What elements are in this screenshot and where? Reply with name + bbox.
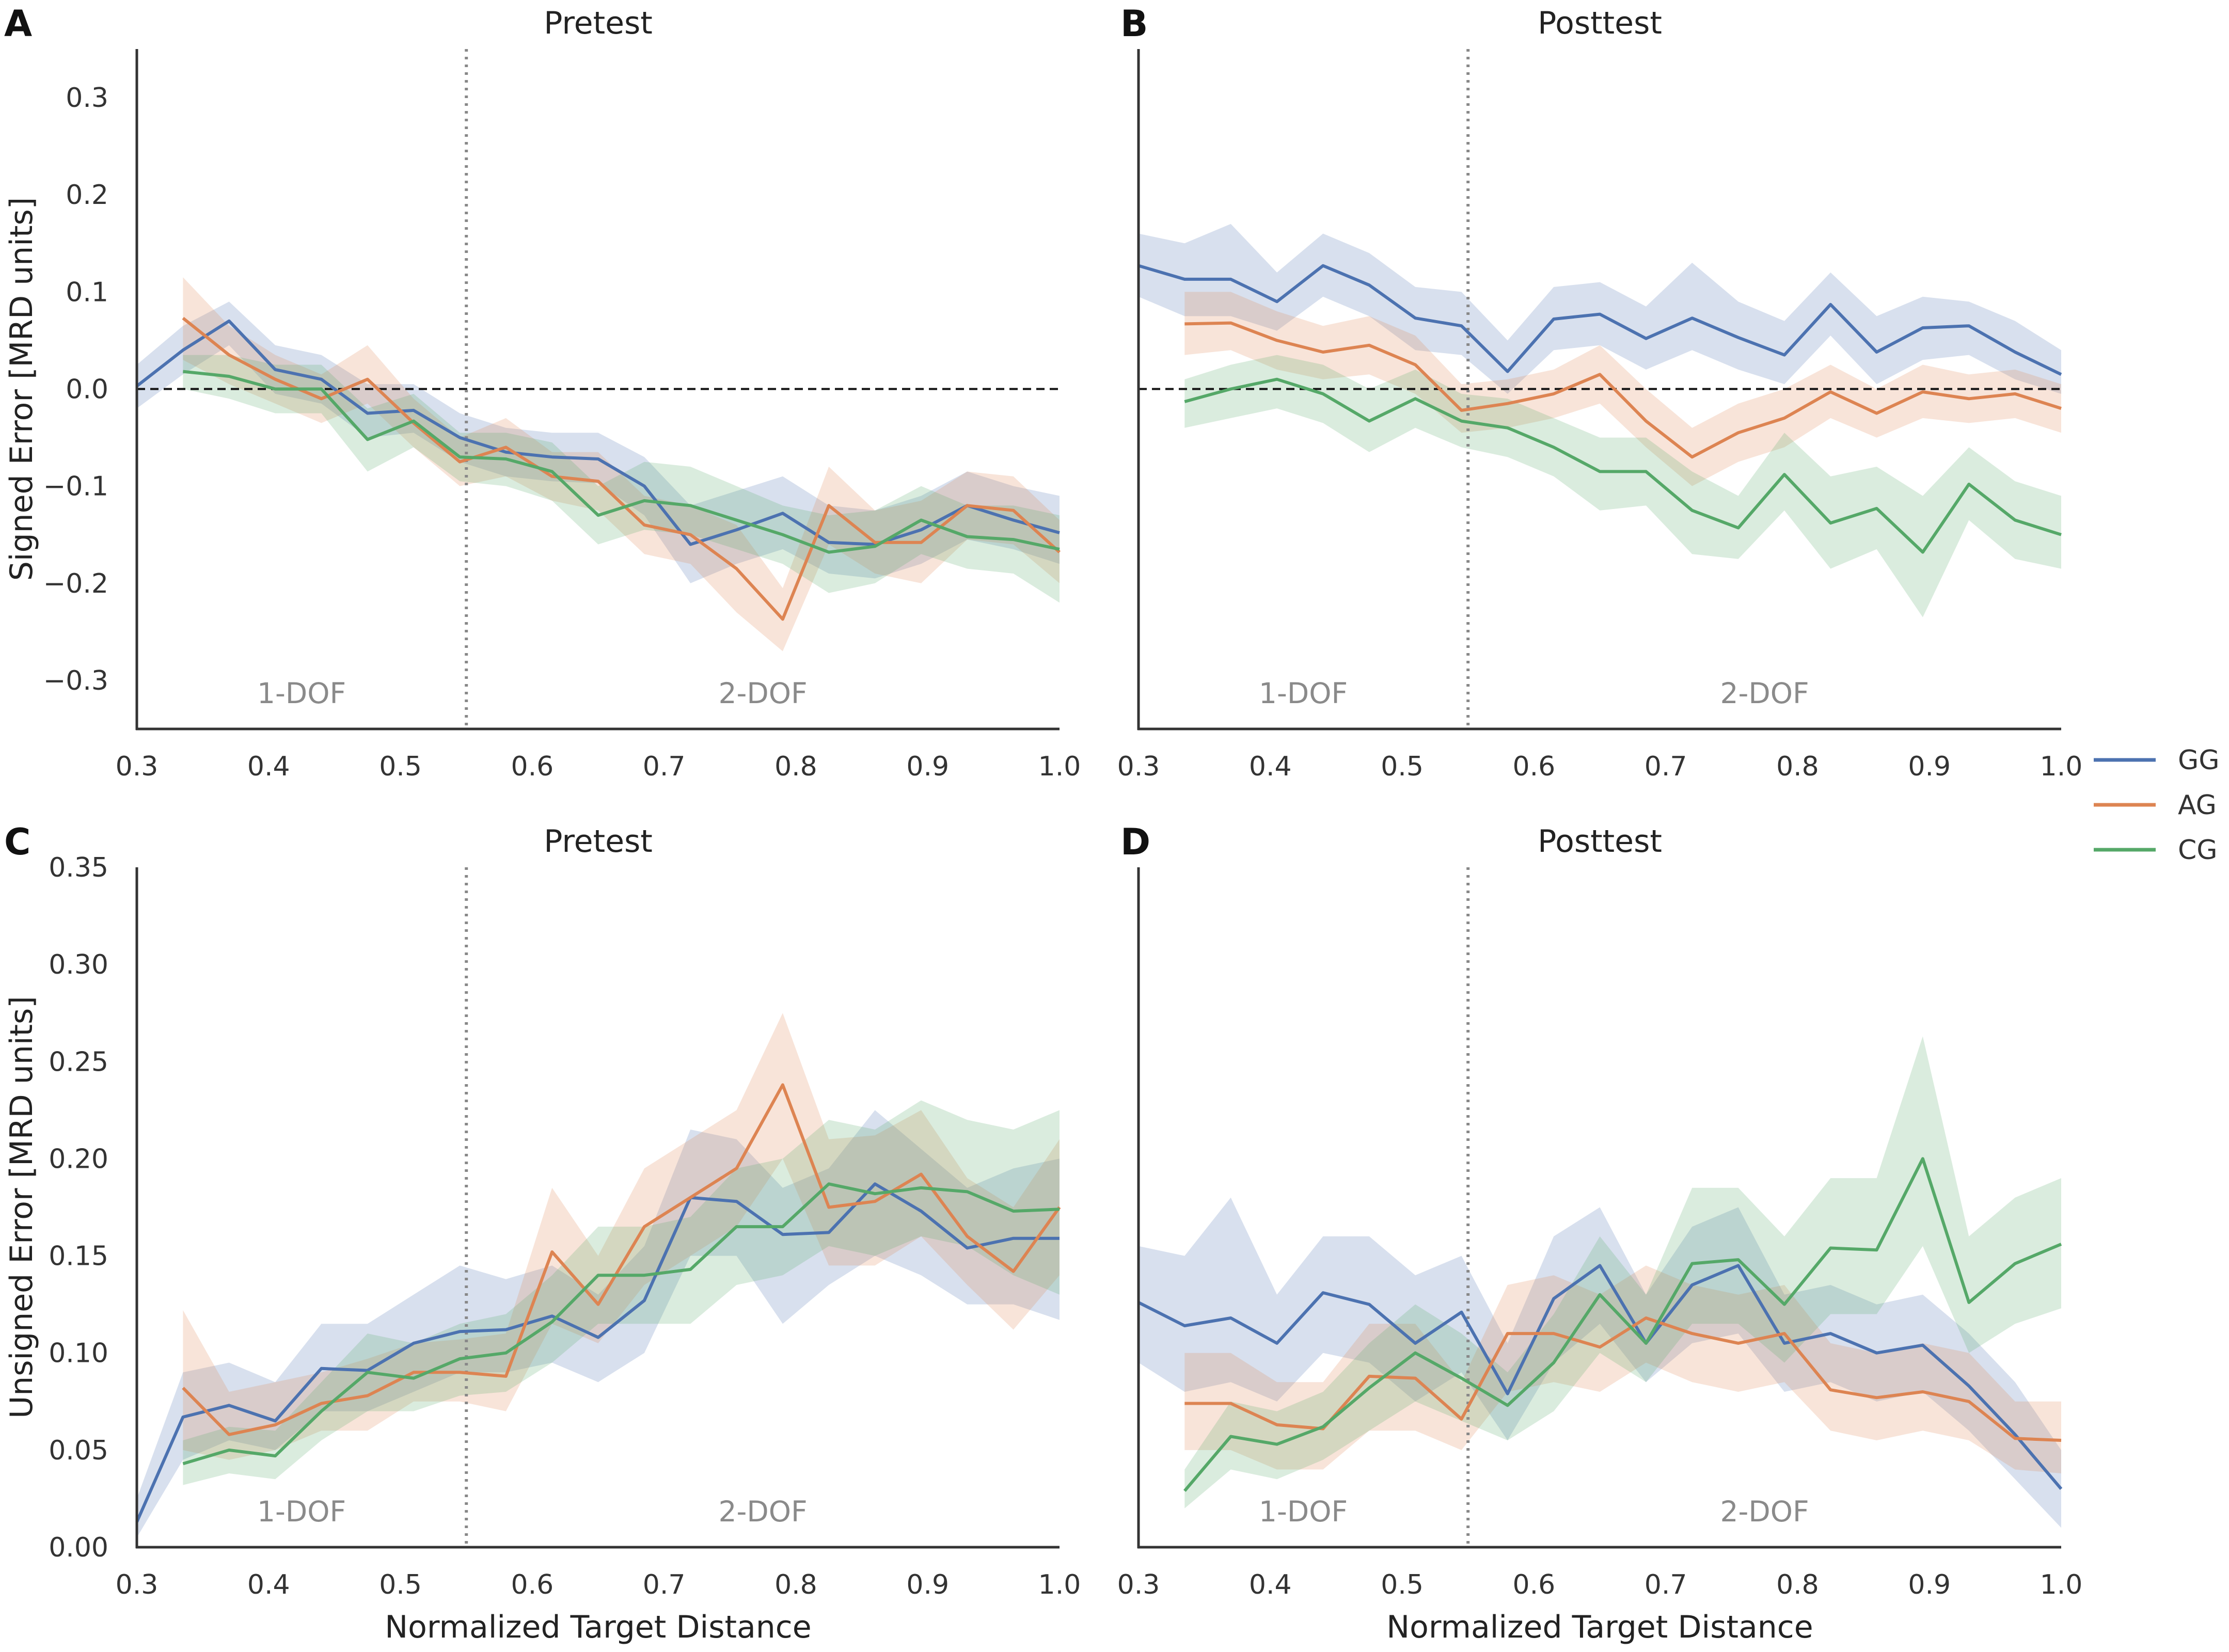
- panel-d-band-ag: [1184, 1265, 2061, 1473]
- panel-b-title: Posttest: [1538, 5, 1662, 41]
- panel-a-title: Pretest: [544, 5, 653, 41]
- legend-label-cg: CG: [2178, 835, 2218, 866]
- panel-b-letter: B: [1120, 3, 1148, 45]
- panel-b-xtick-label: 0.7: [1645, 751, 1687, 782]
- panel-a-xtick-label: 0.9: [906, 751, 949, 782]
- panel-b-line-gg: [1138, 264, 2062, 376]
- panel-a-line-cg: [183, 370, 1060, 554]
- panel-c-xtick-label: 0.8: [774, 1569, 817, 1600]
- panel-a-ytick-label: −0.3: [43, 665, 108, 696]
- panel-b-band-cg: [1184, 355, 2061, 617]
- panel-b: 0.3 0.4 0.5 0.6 0.7 0.8 0.9 1.0 Posttest B 1-DOF 2-…: [1117, 3, 2083, 782]
- panel-d: 0.3 0.4 0.5 0.6 0.7 0.8 0.9 1.0 Posttest D 1-DOF 2-…: [1117, 821, 2083, 1645]
- panel-c-xtick-label: 0.4: [247, 1569, 290, 1600]
- panel-b-xtick-label: 0.4: [1249, 751, 1292, 782]
- panel-b-region-label: 2-DOF: [1720, 677, 1809, 710]
- panel-d-xtick-label: 0.6: [1513, 1569, 1556, 1600]
- panel-c-xtick-label: 0.5: [379, 1569, 422, 1600]
- panel-c-ytick-label: 0.05: [49, 1435, 108, 1466]
- panel-d-letter: D: [1120, 821, 1150, 863]
- panel-c-title: Pretest: [544, 823, 653, 860]
- panel-c-xlabel: Normalized Target Distance: [385, 1609, 811, 1645]
- panel-a-xtick-label: 0.4: [247, 751, 290, 782]
- panel-a-ytick-label: 0.2: [66, 180, 108, 211]
- panel-a-band-cg: [183, 355, 1060, 603]
- panel-c-ytick-label: 0.15: [49, 1241, 108, 1272]
- panel-d-xtick-label: 0.5: [1381, 1569, 1424, 1600]
- legend-label-gg: GG: [2178, 745, 2220, 776]
- panel-d-region-label: 1-DOF: [1259, 1495, 1348, 1528]
- panel-c-letter: C: [4, 821, 30, 863]
- panel-a-xtick-label: 0.7: [643, 751, 686, 782]
- panel-a-ytick-label: 0.0: [66, 374, 108, 405]
- panel-b-xtick-label: 0.5: [1381, 751, 1424, 782]
- panel-d-line-gg: [1137, 1264, 2063, 1490]
- panel-c-ytick-label: 0.35: [49, 852, 108, 883]
- panel-b-xtick-label: 0.8: [1776, 751, 1819, 782]
- panel-d-band-cg: [1184, 1036, 2061, 1508]
- panel-c-ytick-label: 0.10: [49, 1338, 108, 1369]
- legend-label-ag: AG: [2178, 790, 2217, 821]
- panel-c-xtick-label: 0.3: [116, 1569, 159, 1600]
- legend: GG AG CG: [2094, 745, 2220, 866]
- panel-d-xtick-label: 1.0: [2040, 1569, 2083, 1600]
- panel-d-band-gg: [1139, 1197, 2061, 1528]
- panel-a-ytick-label: 0.3: [66, 83, 108, 114]
- panel-c-band-cg: [183, 1100, 1060, 1485]
- panel-b-xtick-label: 0.9: [1908, 751, 1951, 782]
- panel-d-xtick-label: 0.7: [1645, 1569, 1687, 1600]
- panel-b-region-label: 1-DOF: [1259, 677, 1348, 710]
- panel-b-line-ag: [1184, 321, 2062, 459]
- panel-d-title: Posttest: [1538, 823, 1662, 860]
- panel-c-region-label: 1-DOF: [257, 1495, 346, 1528]
- panel-d-xtick-label: 0.3: [1117, 1569, 1160, 1600]
- panel-c-ytick-label: 0.20: [49, 1143, 108, 1174]
- panel-a-band-gg: [137, 301, 1060, 583]
- panel-a-ytick-label: −0.2: [43, 568, 108, 599]
- panel-c-xtick-label: 0.7: [643, 1569, 686, 1600]
- panel-b-xtick-label: 1.0: [2040, 751, 2083, 782]
- panel-a-ytick-label: −0.1: [43, 471, 108, 502]
- panel-a-xtick-label: 1.0: [1038, 751, 1081, 782]
- panel-c-line-ag: [182, 1083, 1061, 1436]
- panel-c-line-gg: [135, 1182, 1060, 1523]
- panel-c-line-cg: [182, 1182, 1060, 1466]
- panel-c-region-label: 2-DOF: [719, 1495, 808, 1528]
- panel-a-xtick-label: 0.8: [774, 751, 817, 782]
- panel-d-line-cg: [1183, 1157, 2062, 1492]
- panel-d-xtick-label: 0.4: [1249, 1569, 1292, 1600]
- panel-d-xtick-label: 0.9: [1908, 1569, 1951, 1600]
- panel-d-region-label: 2-DOF: [1720, 1495, 1809, 1528]
- panel-b-xtick-label: 0.6: [1513, 751, 1556, 782]
- panel-c: 0.3 0.4 0.5 0.6 0.7 0.8 0.9 1.0 0.00 0.05 0.10 0.15…: [4, 821, 1081, 1645]
- panel-b-xtick-label: 0.3: [1117, 751, 1160, 782]
- panel-c-ytick-label: 0.00: [49, 1532, 108, 1563]
- panel-a-ylabel: Signed Error [MRD units]: [4, 197, 40, 581]
- panel-d-xlabel: Normalized Target Distance: [1386, 1609, 1813, 1645]
- panel-c-ytick-label: 0.25: [49, 1046, 108, 1077]
- panel-d-xtick-label: 0.8: [1776, 1569, 1819, 1600]
- panel-b-band-gg: [1139, 224, 2061, 394]
- panel-c-xtick-label: 1.0: [1038, 1569, 1081, 1600]
- panel-a-region-label: 2-DOF: [719, 677, 808, 710]
- panel-c-ytick-label: 0.30: [49, 949, 108, 980]
- panel-a-xtick-label: 0.5: [379, 751, 422, 782]
- panel-a-line-gg: [136, 319, 1060, 546]
- panel-c-ylabel: Unsigned Error [MRD units]: [4, 996, 40, 1418]
- panel-c-band-gg: [137, 1110, 1060, 1538]
- panel-a-xtick-label: 0.3: [116, 751, 159, 782]
- panel-a-xtick-label: 0.6: [511, 751, 554, 782]
- panel-b-line-cg: [1184, 377, 2062, 554]
- panel-a-letter: A: [4, 3, 32, 45]
- panel-c-band-ag: [183, 1013, 1060, 1460]
- panel-c-xtick-label: 0.9: [906, 1569, 949, 1600]
- panel-a: 0.3 0.4 0.5 0.6 0.7 0.8 0.9 1.0 −0.3 −0.2 −0.1 0.0 0…: [4, 3, 1081, 782]
- panel-c-xtick-label: 0.6: [511, 1569, 554, 1600]
- panel-a-ytick-label: 0.1: [66, 277, 108, 308]
- panel-a-region-label: 1-DOF: [257, 677, 346, 710]
